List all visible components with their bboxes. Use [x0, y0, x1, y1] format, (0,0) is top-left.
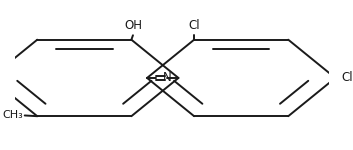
Text: Cl: Cl [342, 71, 353, 84]
Text: CH₃: CH₃ [2, 110, 23, 120]
Text: Cl: Cl [188, 19, 200, 32]
Text: N: N [163, 71, 172, 84]
Text: OH: OH [124, 19, 142, 32]
